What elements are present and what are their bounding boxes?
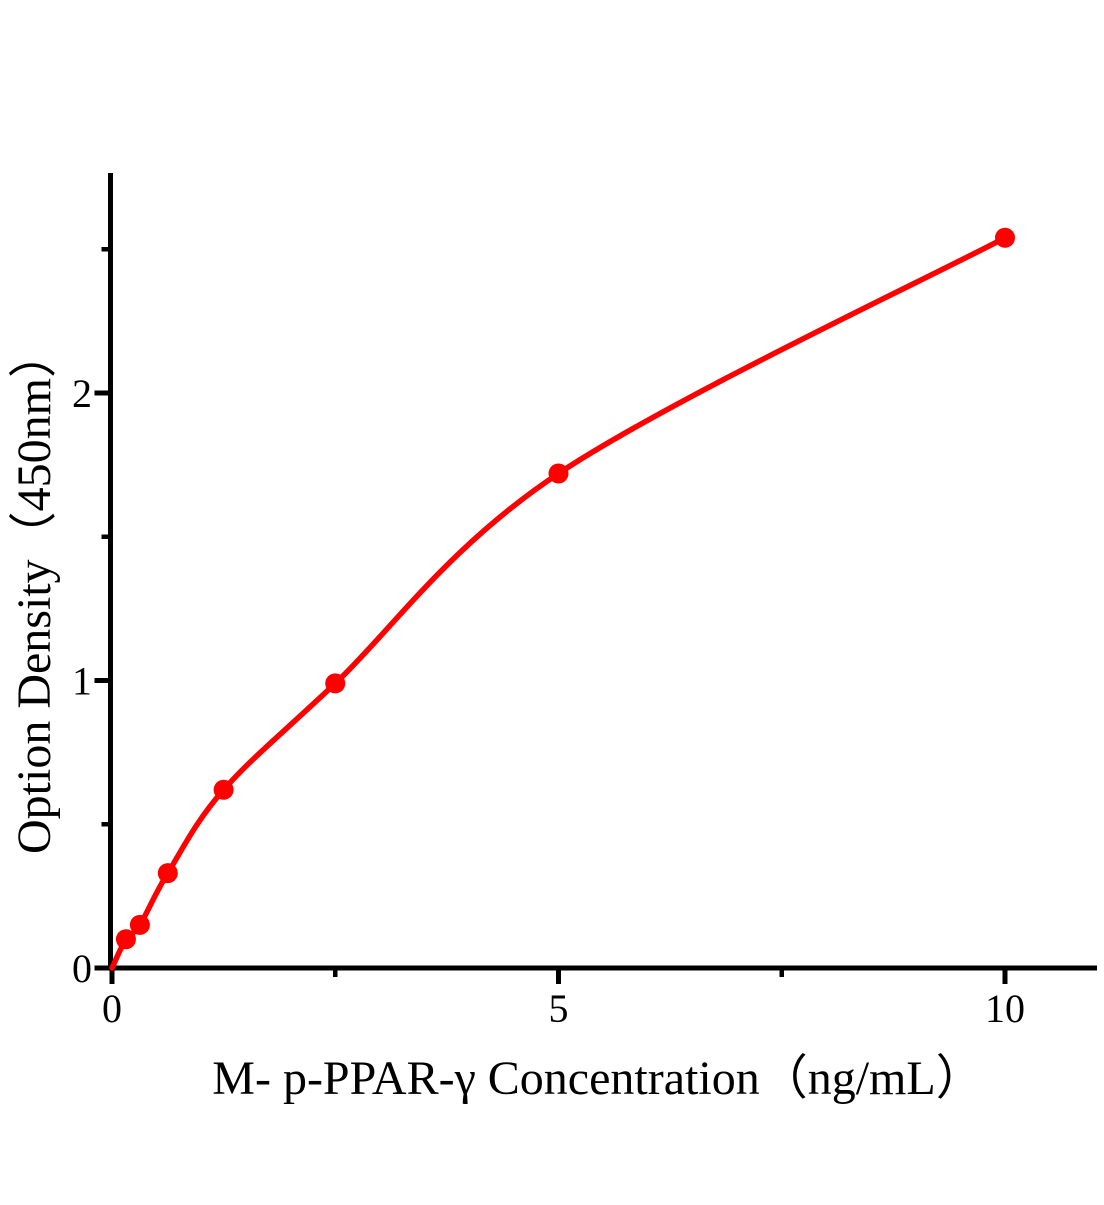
- y-tick-label: 2: [72, 371, 92, 416]
- data-point-marker: [157, 863, 178, 884]
- data-point-marker: [213, 779, 234, 800]
- x-tick-label: 5: [549, 986, 569, 1031]
- data-point-marker: [548, 463, 569, 484]
- axes-layer: 0 5 10 0 1 2: [72, 173, 1097, 1031]
- x-tick-label: 0: [102, 986, 122, 1031]
- data-point-marker: [325, 673, 346, 694]
- y-axis-title: Option Density（450nm）: [8, 330, 61, 854]
- x-tick-label: 10: [985, 986, 1025, 1031]
- x-axis-title: M- p-PPAR-γ Concentration（ng/mL）: [212, 1052, 983, 1105]
- data-point-marker: [995, 227, 1015, 248]
- standard-curve-path: [109, 235, 1008, 971]
- data-point-marker: [129, 914, 150, 935]
- data-point-marker: [115, 929, 136, 950]
- series-layer: [109, 227, 1015, 971]
- y-tick-label: 0: [72, 946, 92, 991]
- y-tick-label: 1: [72, 659, 92, 704]
